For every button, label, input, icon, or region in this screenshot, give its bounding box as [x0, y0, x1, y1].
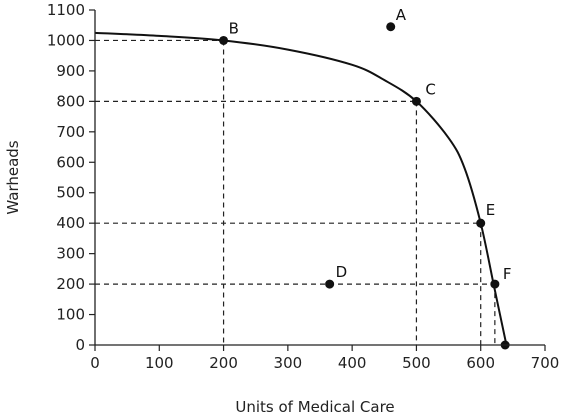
y-tick-label: 300	[56, 245, 85, 263]
x-tick-label: 500	[402, 354, 431, 372]
point-B	[219, 35, 229, 45]
data-points: A B C D E F	[219, 6, 511, 350]
point-D	[325, 279, 335, 289]
point-label-E: E	[486, 201, 495, 219]
y-tick-label: 400	[56, 214, 85, 232]
point-C	[411, 96, 421, 106]
x-tick-label: 300	[274, 354, 303, 372]
y-tick-label: 900	[56, 62, 85, 80]
x-axis-title: Units of Medical Care	[235, 398, 394, 416]
point-A	[386, 22, 396, 32]
y-tick-label: 500	[56, 184, 85, 202]
y-tick-label: 800	[56, 92, 85, 110]
y-tick-label: 1000	[47, 31, 85, 49]
y-tick-label: 700	[56, 123, 85, 141]
guide-lines	[95, 39, 496, 345]
y-tick-label: 0	[75, 336, 85, 354]
point-label-B: B	[229, 19, 239, 37]
y-tick-label: 600	[56, 153, 85, 171]
y-tick-label: 100	[56, 306, 85, 324]
x-tick-label: 100	[145, 354, 174, 372]
point-label-F: F	[503, 265, 512, 283]
x-tick-label: 200	[209, 354, 238, 372]
point-label-C: C	[425, 80, 435, 98]
x-tick-label: 0	[90, 354, 100, 372]
y-tick-label: 1100	[47, 1, 85, 19]
x-axis-ticks: 0 100 200 300 400 500 600 700	[90, 345, 559, 372]
y-tick-label: 200	[56, 275, 85, 293]
y-axis-title: Warheads	[4, 140, 22, 214]
point-E	[476, 218, 486, 228]
x-tick-label: 700	[531, 354, 560, 372]
point-F	[490, 279, 500, 289]
ppf-curve	[94, 31, 508, 346]
y-axis-ticks: 0 100 200 300 400 500 600 700 800 900 1000 1100	[47, 1, 95, 354]
x-tick-label: 400	[338, 354, 367, 372]
point-label-A: A	[396, 6, 407, 24]
x-tick-label: 600	[466, 354, 495, 372]
point-label-D: D	[336, 263, 348, 281]
